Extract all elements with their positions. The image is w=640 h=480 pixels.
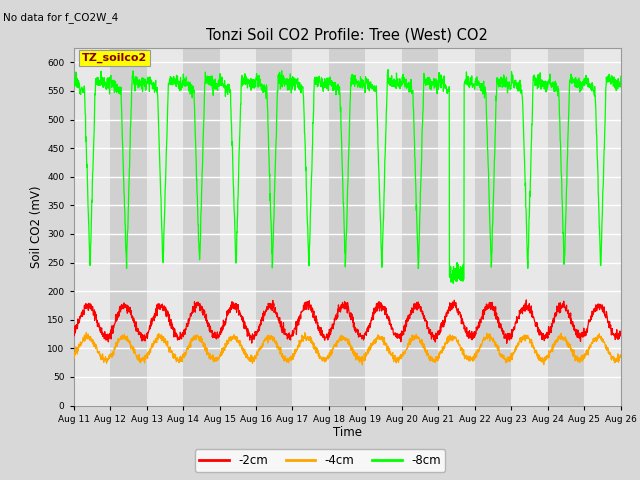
Bar [256,48,292,406]
Bar [511,48,548,406]
Bar [584,48,621,406]
Bar [438,48,475,406]
Title: Tonzi Soil CO2 Profile: Tree (West) CO2: Tonzi Soil CO2 Profile: Tree (West) CO2 [206,28,488,43]
Text: TZ_soilco2: TZ_soilco2 [82,52,147,63]
X-axis label: Time: Time [333,426,362,439]
Bar [292,48,329,406]
Bar [147,48,183,406]
Bar [110,48,147,406]
Y-axis label: Soil CO2 (mV): Soil CO2 (mV) [30,186,43,268]
Bar [621,48,640,406]
Bar [183,48,220,406]
Bar [365,48,402,406]
Text: No data for f_CO2W_4: No data for f_CO2W_4 [3,12,118,23]
Legend: -2cm, -4cm, -8cm: -2cm, -4cm, -8cm [195,449,445,472]
Bar [74,48,110,406]
Bar [548,48,584,406]
Bar [329,48,365,406]
Bar [402,48,438,406]
Bar [220,48,256,406]
Bar [475,48,511,406]
